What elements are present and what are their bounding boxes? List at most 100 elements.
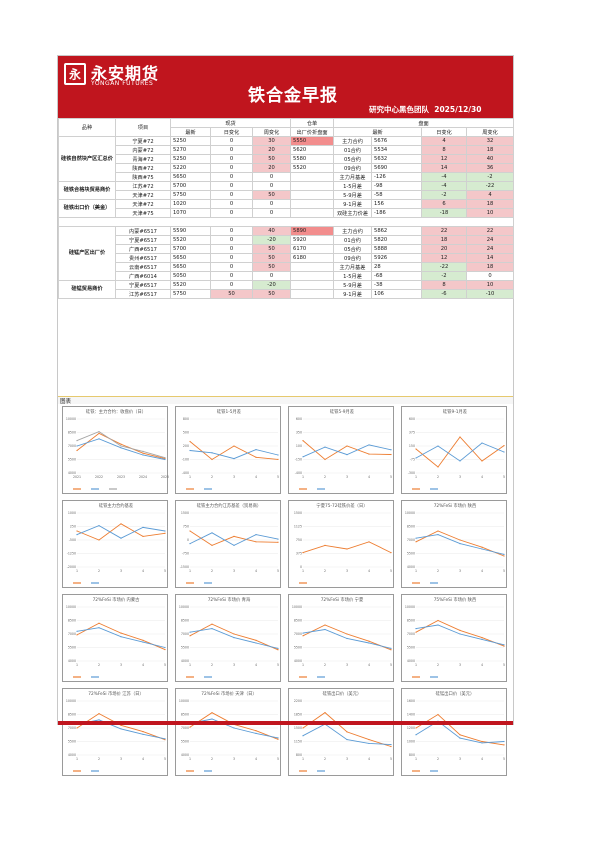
series-line [302,624,392,651]
y-tick-label: -75 [410,458,415,462]
futures-latest-cell: -186 [371,208,423,218]
spot-latest-cell: 5700 [170,244,211,254]
chart-card: 600 375 150 -75 -300 1 2 3 4 5 硅铁9-1月差 [401,406,507,494]
y-tick-label: 10000 [66,417,76,421]
variety-label: 硅铁合格块贸易商价 [58,181,116,200]
chart-title: 硅铁9-1月差 [442,410,468,415]
warehouse-price-cell: 5920 [290,235,335,245]
data-point [98,432,100,434]
y-tick-label: 0 [187,538,189,542]
variety-label: 硅锰贸易商价 [58,280,116,299]
item-cell: 江苏#6517 [115,289,171,299]
data-point [481,742,483,744]
futures-contract-cell: 5-9月差 [333,190,373,200]
x-tick-label: 4 [481,475,483,479]
data-point [255,456,257,458]
data-point [437,466,439,468]
data-point [98,713,100,715]
header-futures-latest: 最新 [333,127,423,137]
data-point [164,457,166,459]
spot-latest-cell: 5050 [170,271,211,281]
warehouse-price-cell [290,280,335,290]
futures-week-cell: 18 [466,262,515,272]
x-tick-label: 3 [459,475,461,479]
futures-week-cell: 10 [466,208,515,218]
series-line [415,713,505,746]
section-gap [57,217,515,227]
data-point [390,647,392,649]
x-tick-label: 3 [120,663,122,667]
table-row: 天津#75 1070 0 0 双硅主力价差 -186 -18 10 [59,208,515,218]
spot-latest-cell: 5220 [170,163,211,173]
data-point [390,743,392,746]
data-point [346,445,348,447]
data-point [233,458,235,460]
futures-contract-cell: 05合约 [333,154,373,164]
x-tick-label: 2022 [95,475,103,479]
y-tick-label: 200 [183,444,189,448]
data-point [459,539,461,541]
spot-day-cell: 0 [210,172,253,182]
spot-latest-cell: 5250 [170,154,211,164]
x-tick-label: 3 [459,663,461,667]
data-point [390,453,392,456]
futures-latest-cell: 5862 [371,226,423,236]
item-cell: 宁夏#72 [115,136,171,146]
data-point [302,632,304,634]
spot-week-cell: 50 [251,253,292,263]
x-tick-label: 3 [459,569,461,573]
y-tick-label: 150 [409,444,415,448]
futures-week-cell: 18 [466,199,515,209]
spot-day-cell: 0 [210,208,253,218]
spot-latest-cell: 5270 [170,145,211,155]
spot-week-cell: 20 [251,163,292,173]
data-point [164,648,166,651]
variety-label: 硅铁自然块产区汇总价 [58,136,116,182]
x-tick-label: 2 [211,569,213,573]
series-line [302,541,392,554]
spot-week-cell: 50 [251,262,292,272]
futures-contract-cell: 01合约 [333,235,373,245]
y-tick-label: 5500 [68,646,76,650]
data-point [324,711,326,714]
y-tick-label: 10000 [66,699,76,703]
table-row: 硅铁出口价（美金） 天津#72 1020 0 0 9-1月差 156 6 18 [58,199,515,218]
series-line [415,619,505,647]
y-tick-label: 4000 [181,753,189,757]
table-row: 内蒙#72 5270 0 20 5620 01合约 5534 8 18 [59,145,515,155]
x-tick-label: 3 [120,757,122,761]
spot-day-cell: 0 [210,145,253,155]
series-line [415,624,505,646]
x-tick-label: 3 [459,757,461,761]
table-row: 陕西#72 5220 0 20 5520 09合约 5690 14 36 [59,163,515,173]
data-point [277,458,279,461]
chart-card: 1600 1400 1200 1000 800 1 2 3 4 5 硅锰出口价（美元） [401,688,507,776]
y-tick-label: 750 [296,538,302,542]
data-point [142,454,144,456]
y-tick-label: 1500 [294,726,302,730]
data-point [211,712,213,714]
data-point [415,631,417,633]
x-tick-label: 2 [211,663,213,667]
spot-latest-cell: 5520 [170,235,211,245]
x-tick-label: 1 [302,475,304,479]
x-tick-label: 4 [255,475,257,479]
series-line [415,442,505,462]
data-point [233,633,235,635]
x-tick-label: 5 [390,757,392,761]
chart-card: 800 500 200 -100 -400 1 2 3 4 5 硅铁1-5月差 [175,406,281,494]
data-point [459,633,461,635]
x-tick-label: 4 [255,757,257,761]
spot-week-cell: 30 [251,136,292,146]
table-row: 宁夏#6517 5520 0 -20 5920 01合约 5820 18 24 [59,235,515,245]
warehouse-price-cell [290,172,335,182]
data-point [459,460,461,462]
x-tick-label: 2024 [139,475,147,479]
warehouse-price-cell: 5890 [290,226,335,236]
x-tick-label: 2 [211,757,213,761]
x-tick-label: 5 [277,663,279,667]
futures-day-cell: -6 [421,289,468,299]
